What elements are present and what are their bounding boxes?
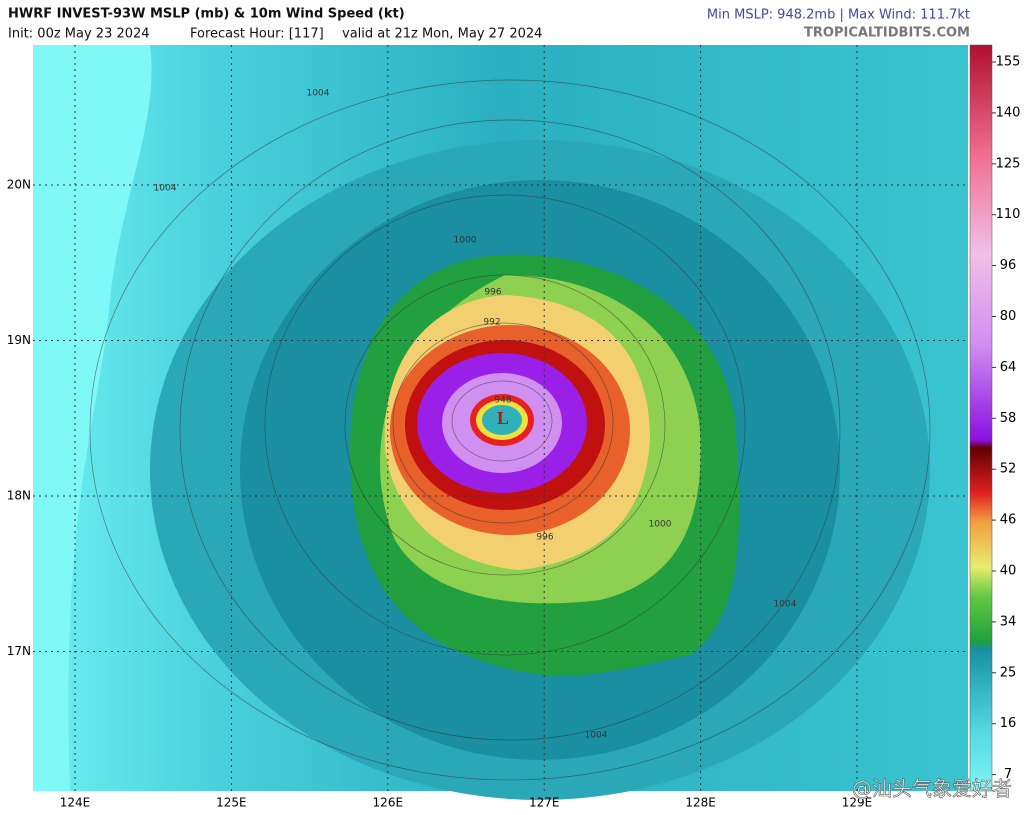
colorbar-label: 58 xyxy=(1000,411,1017,426)
isobars xyxy=(89,79,931,781)
contour-label: 1004 xyxy=(307,89,330,99)
colorbar-label: 52 xyxy=(1000,462,1017,477)
graticule xyxy=(33,45,968,791)
contour-label: 1000 xyxy=(649,520,672,530)
colorbar-label: 125 xyxy=(996,156,1021,171)
colorbar-label: 80 xyxy=(1000,309,1017,324)
lat-label: 20N xyxy=(7,178,31,192)
lat-label: 18N xyxy=(7,489,31,503)
contour-label: 996 xyxy=(484,288,501,298)
colorbar-label: 40 xyxy=(1000,564,1017,579)
contour-labels: 1004 1004 1000 996 992 948 996 1000 1004 1004 xyxy=(154,89,797,741)
watermark: @汕头气象爱好者 xyxy=(852,777,1012,801)
map: L 1004 1004 1000 996 992 948 996 1000 1004 1004 xyxy=(33,45,968,800)
colorbar-label: 110 xyxy=(996,207,1021,222)
contour-label: 1004 xyxy=(154,184,177,194)
colorbar-label: 96 xyxy=(1000,258,1017,273)
colorbar xyxy=(969,44,993,792)
contour-label: 1000 xyxy=(454,236,477,246)
source: TROPICALTIDBITS.COM xyxy=(804,26,970,41)
contour-label: 996 xyxy=(536,533,553,543)
colorbar-label: 7 xyxy=(1004,767,1012,782)
colorbar-ticks: 155 140 125 110 96 80 64 58 52 46 40 34 25 16 7 xyxy=(992,55,1021,782)
axis-labels: 20N 19N 18N 17N 124E 125E 126E 127E 128E 129E xyxy=(7,178,873,810)
lon-label: 129E xyxy=(842,796,873,810)
contour-label: 948 xyxy=(494,396,511,406)
lon-label: 124E xyxy=(60,796,91,810)
eye xyxy=(482,405,522,435)
contour-label: 1004 xyxy=(585,731,608,741)
valid-time: valid at 21z Mon, May 27 2024 xyxy=(342,27,542,42)
weak-wind-zone xyxy=(33,45,152,791)
colorbar-label: 140 xyxy=(996,105,1021,120)
title: HWRF INVEST-93W MSLP (mb) & 10m Wind Spe… xyxy=(8,7,405,22)
contour-label: 1004 xyxy=(774,600,797,610)
lon-label: 127E xyxy=(529,796,560,810)
colorbar-label: 46 xyxy=(1000,513,1017,528)
lon-label: 126E xyxy=(373,796,404,810)
colorbar-label: 34 xyxy=(1000,614,1017,629)
lat-label: 19N xyxy=(7,333,31,347)
lon-label: 125E xyxy=(216,796,247,810)
colorbar-label: 16 xyxy=(1000,716,1017,731)
lon-label: 128E xyxy=(685,796,716,810)
contour-label: 992 xyxy=(483,318,500,328)
colorbar-label: 155 xyxy=(996,55,1021,70)
init: Init: 00z May 23 2024 xyxy=(8,27,150,42)
low-marker: L xyxy=(497,408,509,428)
colorbar-label: 64 xyxy=(1000,360,1017,375)
stats: Min MSLP: 948.2mb | Max Wind: 111.7kt xyxy=(707,8,970,23)
colorbar-label: 25 xyxy=(1000,665,1017,680)
lat-label: 17N xyxy=(7,644,31,658)
forecast-hour: Forecast Hour: [117] xyxy=(190,27,324,42)
